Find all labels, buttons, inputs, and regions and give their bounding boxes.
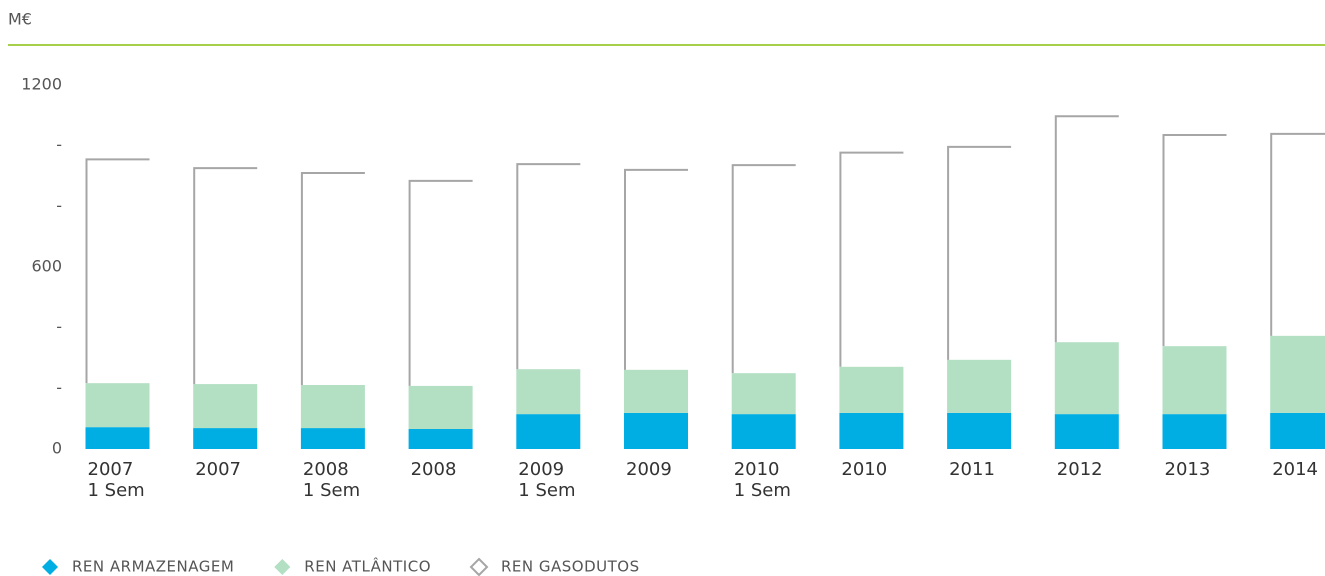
x-tick-label: 2009 1 Sem [518,459,576,501]
bar [947,412,1012,449]
y-tick-label: - [56,317,62,336]
bar-outline [731,164,796,374]
x-tick-label: 2008 1 Sem [302,459,361,501]
x-tick-label: 2010 [841,459,888,480]
bar-outline [408,179,473,386]
y-tick-label: - [56,378,62,397]
x-tick-label: 2014 [1272,459,1318,480]
unit-label: M€ [8,10,32,29]
bar [839,412,904,449]
bar [193,384,258,429]
bar [193,428,258,449]
legend-label: REN ARMAZENAGEM [72,558,234,576]
bar-outline [947,145,1012,360]
y-tick-label: - [56,135,62,154]
y-tick-label: 600 [31,257,62,276]
bar-outline [300,171,365,385]
bar [1270,335,1325,413]
x-tick-label: 2008 [410,459,457,480]
x-tick-label: 2007 [195,459,241,480]
bar-outline [624,168,688,370]
bar-outline [193,167,258,385]
legend-label: REN ATLÂNTICO [304,557,431,576]
bar [839,366,904,413]
bar [1054,414,1119,449]
y-tick-label: 1200 [21,75,62,94]
legend-swatch [274,559,291,575]
bar-outline [1270,132,1325,336]
y-tick-label: 0 [52,439,62,458]
x-tick-label: 2012 [1056,459,1103,480]
bar [624,369,688,413]
y-tick-label: - [56,196,62,215]
bar [1270,412,1325,449]
bar [1162,346,1227,415]
x-tick-label: 2011 [949,459,995,480]
legend-swatch [469,557,489,576]
bar [731,414,796,449]
bar [85,383,150,428]
bar [1054,342,1119,415]
bar [408,385,473,429]
bar [1162,414,1227,449]
bar-outline [1054,115,1119,343]
bar [300,428,365,449]
x-tick-label: 2007 1 Sem [87,459,145,501]
legend-swatch [42,559,58,575]
bar-outline [85,158,150,384]
bar [947,359,1012,413]
x-tick-label: 2009 [626,459,672,480]
legend-label: REN GASODUTOS [501,558,640,576]
x-tick-label: 2010 1 Sem [733,459,791,501]
bar-outline [1162,134,1227,347]
bar [516,369,581,415]
bar-outline [839,151,904,367]
bar [731,373,796,415]
bar [516,414,581,449]
bar-outline [516,163,581,370]
bar [408,428,473,449]
x-tick-label: 2013 [1164,459,1211,480]
bar [300,384,365,429]
bar [85,427,150,449]
bar [624,412,688,449]
